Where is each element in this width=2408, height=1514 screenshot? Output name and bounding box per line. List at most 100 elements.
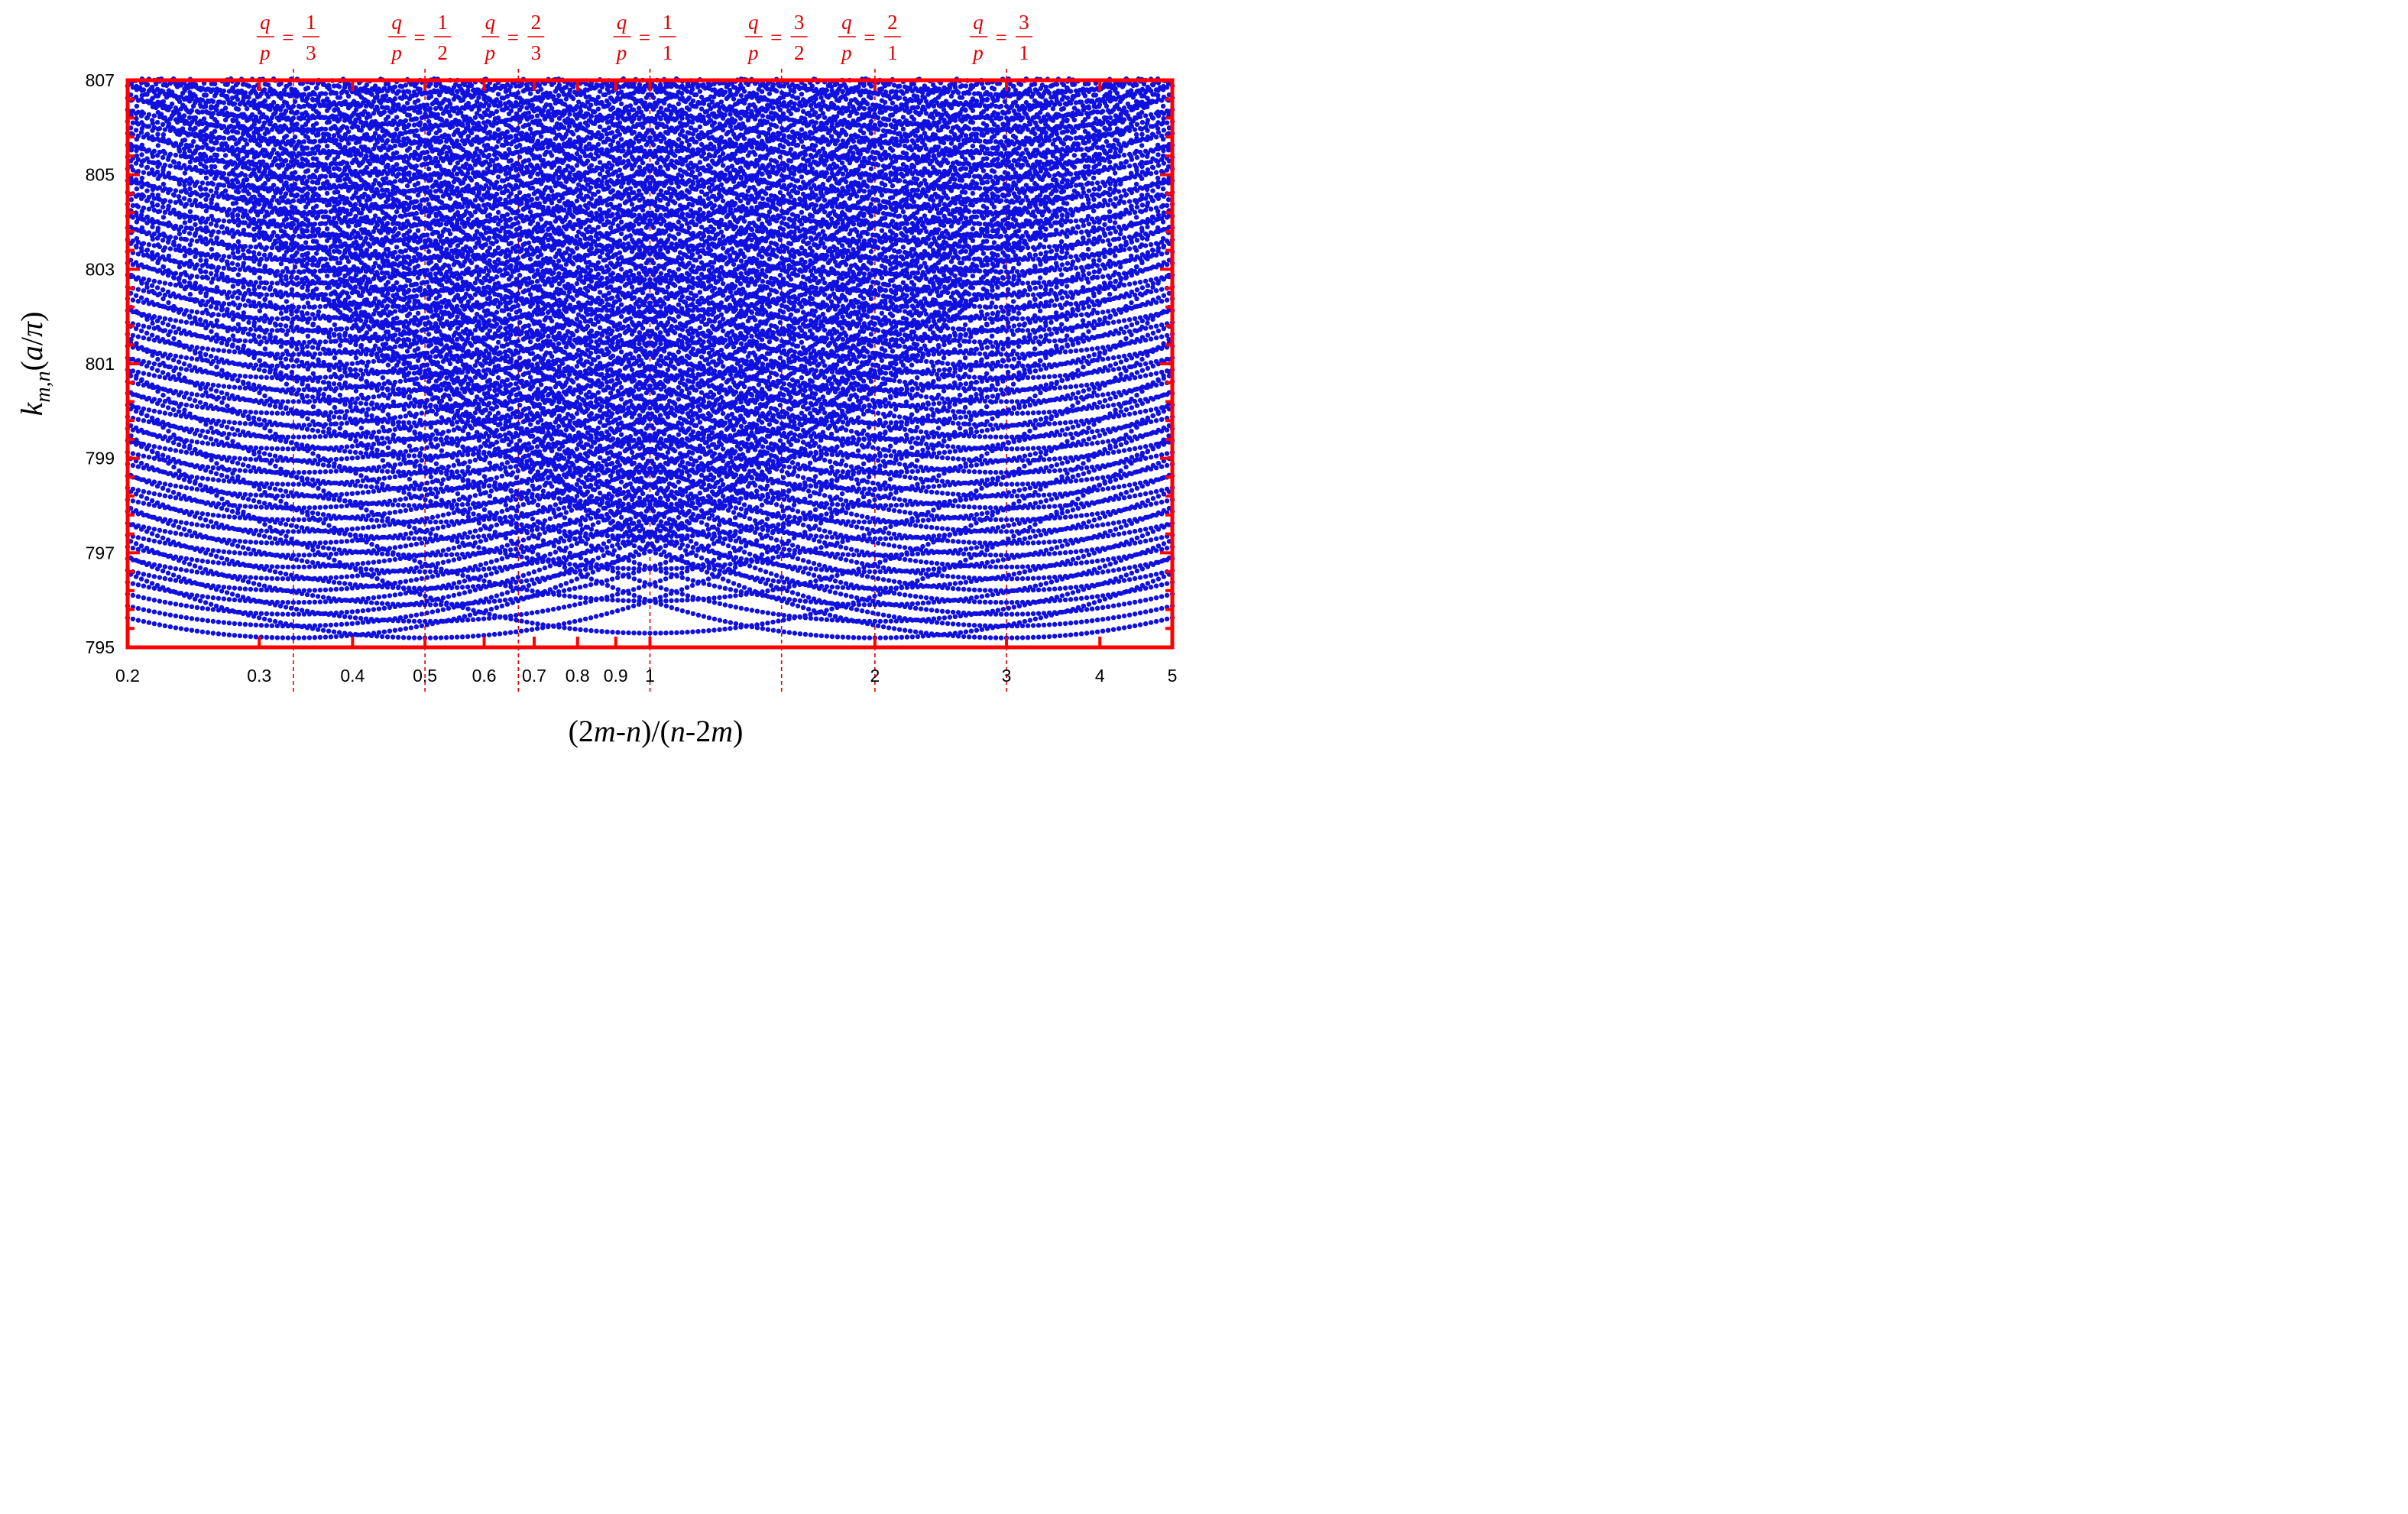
point-f1-a0 <box>914 458 920 463</box>
point-f1-a1 <box>550 607 556 612</box>
point-f1-a1 <box>679 570 685 575</box>
point-f0-a2 <box>567 562 572 567</box>
point-f0-a1 <box>621 598 626 603</box>
point-f1-a0 <box>941 438 947 443</box>
point-f1-a2 <box>245 579 251 585</box>
point-f0-a1 <box>663 598 669 604</box>
point-f1-a1 <box>1058 322 1065 327</box>
point-f0-a0 <box>706 627 711 634</box>
point-f0-a5 <box>166 300 171 306</box>
point-f1-a5 <box>941 355 947 361</box>
point-f1-a1 <box>283 605 289 610</box>
point-f1-a4 <box>1085 246 1091 252</box>
point-f0-a4 <box>1032 393 1038 399</box>
point-f0-a1 <box>968 523 974 528</box>
point-f0-a3 <box>219 400 225 405</box>
point-f1-a0 <box>540 625 546 631</box>
point-f1-a3 <box>689 533 695 539</box>
point-f1-a0 <box>598 612 604 618</box>
point-f1-a1 <box>882 463 888 469</box>
point-f1-a1 <box>293 607 300 612</box>
point-f1-a3 <box>219 555 225 561</box>
point-f1-a1 <box>529 610 535 616</box>
point-f1-a7 <box>192 481 198 486</box>
point-f1-a3 <box>1037 308 1043 313</box>
point-f1-a0 <box>577 618 583 623</box>
point-f1-a6 <box>1058 239 1065 245</box>
point-f1-a1 <box>486 615 492 621</box>
point-f1-a0 <box>550 623 556 628</box>
point-f0-a1 <box>412 558 417 563</box>
point-f1-a2 <box>133 541 139 546</box>
point-f1-a3 <box>523 578 530 583</box>
point-f1-a1 <box>1005 369 1011 375</box>
point-f1-a3 <box>160 535 166 540</box>
point-f1-a6 <box>909 362 915 368</box>
point-f0-a3 <box>155 356 160 362</box>
point-f1-a1 <box>609 593 615 598</box>
point-f1-a3 <box>1091 258 1097 264</box>
point-f1-a9 <box>176 442 182 447</box>
point-f0-a1 <box>626 598 631 604</box>
point-f0-a2 <box>888 524 893 529</box>
point-f0-a2 <box>160 392 166 398</box>
point-f0-a8 <box>1150 188 1155 193</box>
point-f1-a9 <box>310 477 316 482</box>
point-f1-a7 <box>374 517 380 524</box>
point-f1-a2 <box>1165 197 1172 203</box>
point-f1-a4 <box>609 543 615 549</box>
point-f1-a0 <box>326 628 332 634</box>
point-f0-a3 <box>225 403 230 409</box>
point-f1-a8 <box>400 502 407 508</box>
point-f1-a1 <box>839 491 845 497</box>
point-f1-a3 <box>272 569 278 575</box>
point-f1-a4 <box>299 558 305 563</box>
point-f0-a1 <box>631 598 637 604</box>
point-f1-a3 <box>882 430 888 436</box>
point-f0-a0 <box>717 627 722 632</box>
point-f1-a0 <box>513 629 519 634</box>
point-f0-a3 <box>358 473 364 478</box>
point-f1-a2 <box>860 461 867 466</box>
point-f0-a2 <box>316 485 321 491</box>
point-f0-a2 <box>273 463 278 469</box>
point-f1-a2 <box>764 516 770 522</box>
point-f1-a6 <box>283 522 289 527</box>
point-f0-a5 <box>1086 329 1091 334</box>
point-f1-a0 <box>609 609 615 615</box>
point-f0-a2 <box>974 488 979 494</box>
point-f1-a0 <box>197 598 203 604</box>
point-f1-a0 <box>957 426 963 431</box>
point-f0-a0 <box>583 627 588 633</box>
point-f0-a1 <box>1016 498 1022 504</box>
point-f0-a1 <box>562 593 567 598</box>
point-f0-a10 <box>155 131 160 137</box>
point-f1-a6 <box>352 532 358 538</box>
point-f1-a0 <box>518 628 524 634</box>
point-f1-a0 <box>529 627 535 632</box>
point-f0-a1 <box>481 578 487 584</box>
point-f1-a2 <box>438 601 444 608</box>
point-f1-a4 <box>352 566 358 571</box>
point-f1-a5 <box>272 536 278 542</box>
point-f1-a7 <box>1139 143 1145 148</box>
point-f1-a1 <box>224 590 230 595</box>
point-f0-a2 <box>1134 392 1139 398</box>
point-f1-a3 <box>1064 284 1070 289</box>
point-f1-a6 <box>358 533 364 538</box>
point-f1-a4 <box>240 545 246 550</box>
point-f1-a8 <box>208 469 214 475</box>
point-f1-a1 <box>812 507 818 512</box>
point-f0-a0 <box>626 630 631 636</box>
point-f1-a0 <box>443 635 449 640</box>
point-f1-a3 <box>454 585 460 590</box>
point-f0-a4 <box>1081 365 1086 370</box>
point-f0-a1 <box>669 598 674 604</box>
point-f1-a7 <box>261 501 267 506</box>
point-f1-a6 <box>165 488 171 493</box>
point-f1-a4 <box>368 567 374 572</box>
point-f1-a2 <box>604 578 610 583</box>
point-f1-a1 <box>416 618 423 624</box>
point-f0-a7 <box>1054 284 1059 290</box>
point-f1-a4 <box>1016 310 1022 316</box>
